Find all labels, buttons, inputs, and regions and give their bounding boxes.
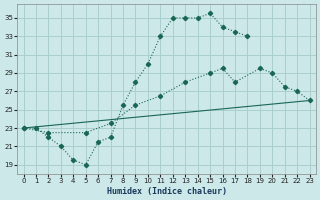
X-axis label: Humidex (Indice chaleur): Humidex (Indice chaleur) xyxy=(107,187,227,196)
